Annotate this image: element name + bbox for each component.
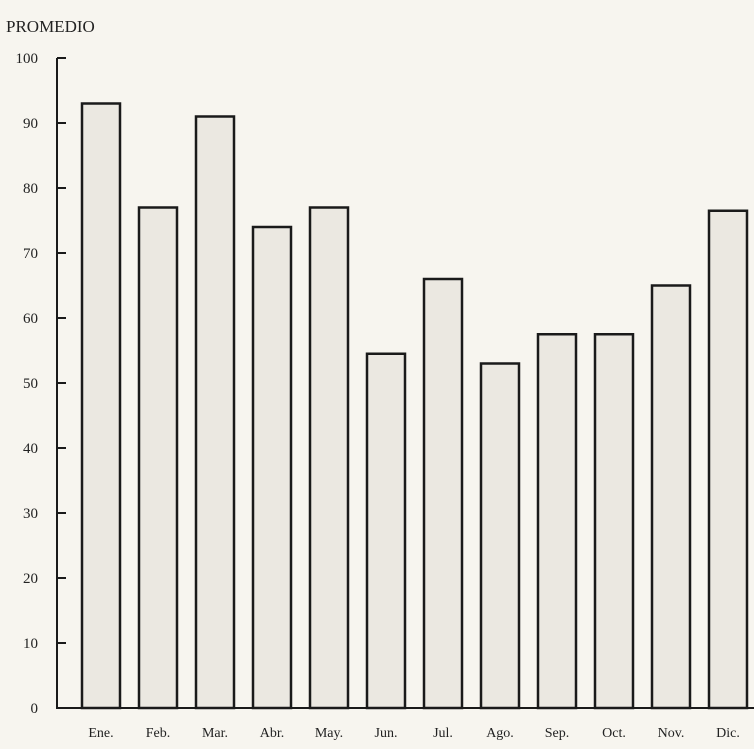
- bar-nov: [650, 284, 692, 710]
- x-tick-label: Feb.: [146, 726, 171, 741]
- x-tick-label: Nov.: [658, 726, 685, 741]
- bar-dic: [707, 209, 749, 710]
- x-tick-label: Ago.: [486, 726, 514, 741]
- x-tick-label: Mar.: [202, 726, 228, 741]
- y-tick-label: 70: [23, 246, 38, 262]
- x-axis: Ene. Feb. Mar. Abr. May. Jun. Jul. Ago. Sep. Oct.…: [57, 707, 754, 741]
- bar-may: [308, 206, 350, 710]
- bar-mar: [194, 115, 236, 710]
- y-tick-label: 80: [23, 181, 38, 197]
- y-tick-label: 40: [23, 441, 38, 457]
- x-tick-label: May.: [315, 726, 343, 741]
- x-tick-label: Sep.: [545, 726, 570, 741]
- bar-abr: [251, 225, 293, 710]
- y-tick-label: 0: [31, 701, 39, 717]
- bar-feb: [137, 206, 179, 710]
- bar-ene: [80, 102, 122, 710]
- bar-oct: [593, 333, 635, 710]
- y-tick-label: 30: [23, 506, 38, 522]
- x-tick-label: Jul.: [433, 726, 453, 741]
- x-tick-label: Abr.: [260, 726, 285, 741]
- y-tick-label: 10: [23, 636, 38, 652]
- y-tick-label: 20: [23, 571, 38, 587]
- bars: [80, 102, 749, 710]
- x-tick-label: Dic.: [716, 726, 740, 741]
- bar-ago: [479, 362, 521, 710]
- x-tick-label: Oct.: [602, 726, 626, 741]
- y-tick-label: 50: [23, 376, 38, 392]
- x-tick-label: Jun.: [375, 726, 398, 741]
- y-tick-label: 100: [16, 51, 39, 67]
- bar-sep: [536, 333, 578, 710]
- bar-jul: [422, 277, 464, 710]
- x-tick-label: Ene.: [88, 726, 113, 741]
- y-tick-label: 90: [23, 116, 38, 132]
- y-axis-label: PROMEDIO: [6, 17, 95, 36]
- y-axis: 0 10 20 30 40 50 60 70 80 90 100: [16, 51, 66, 717]
- bar-jun: [365, 352, 407, 710]
- y-tick-label: 60: [23, 311, 38, 327]
